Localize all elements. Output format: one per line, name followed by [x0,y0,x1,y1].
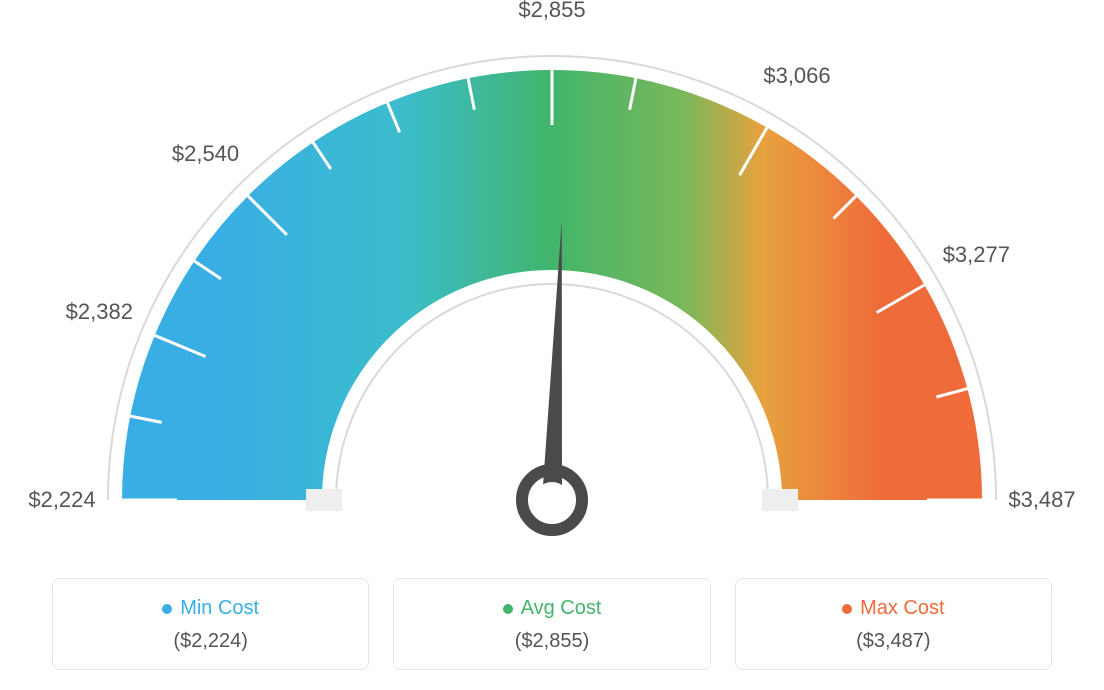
gauge-tick-label: $3,066 [763,63,830,89]
legend-value: ($2,855) [404,630,699,653]
legend-label: Min Cost [180,597,259,620]
gauge-chart: $2,224$2,382$2,540$2,855$3,066$3,277$3,4… [52,0,1052,560]
gauge-tick-label: $2,540 [172,141,239,167]
legend-value: ($3,487) [746,630,1041,653]
dot-icon [503,604,513,614]
legend-label: Avg Cost [521,597,602,620]
legend-card-min: Min Cost ($2,224) [52,578,369,670]
legend-label: Max Cost [860,597,944,620]
gauge-tick-label: $2,855 [518,0,585,23]
gauge-svg [52,0,1052,560]
dot-icon [842,604,852,614]
legend-card-avg: Avg Cost ($2,855) [393,578,710,670]
gauge-tick-label: $2,382 [66,299,133,325]
legend-row: Min Cost ($2,224) Avg Cost ($2,855) Max … [52,578,1052,670]
legend-card-max: Max Cost ($3,487) [735,578,1052,670]
legend-top: Avg Cost [404,597,699,620]
gauge-tick-label: $3,277 [943,242,1010,268]
legend-top: Min Cost [63,597,358,620]
legend-value: ($2,224) [63,630,358,653]
legend-top: Max Cost [746,597,1041,620]
dot-icon [162,604,172,614]
gauge-tick-label: $3,487 [1008,487,1075,513]
gauge-tick-label: $2,224 [28,487,95,513]
